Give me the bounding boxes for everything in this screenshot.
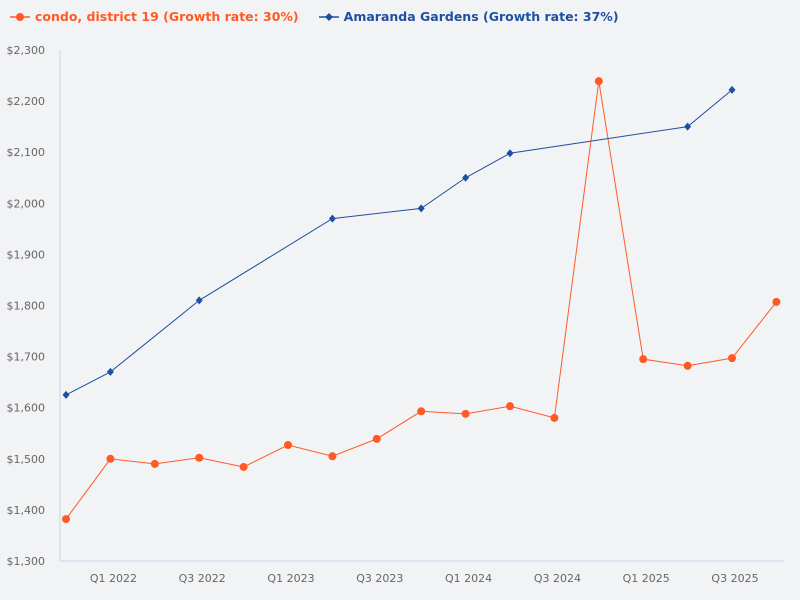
y-tick-label: $1,700 (7, 351, 46, 364)
y-tick-label: $1,800 (7, 300, 46, 313)
x-tick-label: Q3 2025 (711, 572, 758, 585)
legend-label-condo: condo, district 19 (Growth rate: 30%) (35, 9, 299, 24)
data-point (372, 434, 381, 443)
y-tick-label: $2,300 (7, 44, 46, 57)
y-tick-label: $1,900 (7, 248, 46, 261)
x-tick-label: Q3 2022 (179, 572, 226, 585)
data-point (106, 454, 115, 463)
data-point (417, 407, 426, 416)
data-point (639, 355, 648, 364)
diamond-marker-icon (318, 12, 339, 21)
circle-marker-icon (10, 12, 30, 21)
y-tick-label: $1,500 (7, 453, 46, 466)
data-point (506, 402, 514, 411)
series-line-1 (65, 89, 733, 396)
data-point (150, 459, 159, 468)
data-point (728, 85, 736, 94)
data-point (195, 453, 204, 462)
data-point (728, 354, 736, 363)
series-line-0 (65, 81, 777, 520)
data-point (62, 515, 70, 524)
y-tick-label: $1,600 (7, 402, 46, 415)
data-point (195, 296, 203, 305)
data-point (106, 367, 114, 376)
data-point (683, 361, 692, 370)
data-point (284, 441, 292, 450)
x-tick-label: Q1 2024 (445, 572, 492, 585)
legend-label-amaranda: Amaranda Gardens (Growth rate: 37%) (343, 9, 619, 24)
legend-item-amaranda[interactable]: Amaranda Gardens (Growth rate: 37%) (318, 9, 619, 24)
data-point (550, 413, 559, 422)
data-point (328, 214, 336, 223)
data-point (462, 173, 470, 182)
data-point (772, 297, 781, 306)
data-point (594, 77, 603, 86)
y-tick-label: $1,300 (7, 555, 46, 568)
data-point (506, 149, 514, 158)
data-point (684, 122, 692, 131)
legend: condo, district 19 (Growth rate: 30%) Am… (10, 9, 619, 24)
x-tick-label: Q3 2024 (534, 572, 581, 585)
data-point (62, 390, 70, 399)
data-point (239, 462, 248, 471)
data-point (328, 452, 337, 461)
data-point (417, 204, 425, 213)
data-point (461, 409, 470, 418)
x-tick-label: Q1 2022 (90, 572, 137, 585)
y-tick-label: $2,200 (7, 95, 46, 108)
y-tick-label: $1,400 (7, 504, 46, 517)
x-tick-label: Q1 2025 (623, 572, 670, 585)
x-tick-label: Q3 2023 (356, 572, 403, 585)
y-tick-label: $2,100 (7, 146, 46, 159)
x-tick-label: Q1 2023 (267, 572, 314, 585)
y-tick-label: $2,000 (7, 197, 46, 210)
legend-item-condo[interactable]: condo, district 19 (Growth rate: 30%) (10, 9, 299, 24)
